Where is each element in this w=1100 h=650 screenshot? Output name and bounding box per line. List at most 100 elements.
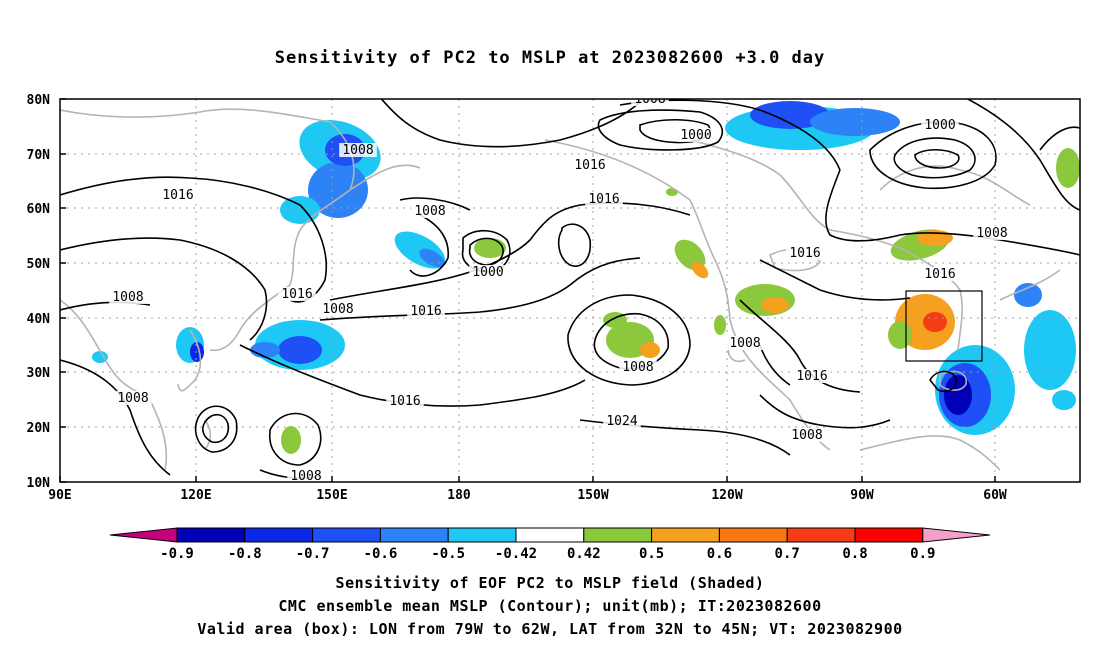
colorbar-tick-label: 0.7: [775, 546, 800, 562]
contour-label: 1016: [796, 369, 827, 384]
contour-label: 1016: [410, 304, 441, 319]
lon-label: 120W: [711, 488, 742, 503]
lat-label: 80N: [27, 93, 51, 108]
shading-blob: [1052, 390, 1076, 410]
shading-blob: [761, 297, 789, 313]
coastline: [689, 139, 963, 351]
mslp-contour: [567, 294, 691, 386]
colorbar-min-triangle: [109, 527, 178, 543]
map-title: Sensitivity of PC2 to MSLP at 2023082600…: [274, 48, 826, 68]
contour-label: 1016: [588, 192, 619, 207]
lon-label: 150E: [316, 488, 347, 503]
mslp-contour: [461, 229, 511, 273]
contour-label: 1016: [574, 158, 605, 173]
colorbar-tick-label: 0.42: [567, 546, 601, 562]
coastline: [939, 370, 967, 391]
shading-blob: [923, 312, 947, 332]
longitude-axis: 90E 120E 150E 180 150W 120W 90W 60W: [48, 476, 1007, 503]
mslp-contour: [1039, 126, 1080, 151]
colorbar-segment: [379, 527, 449, 543]
colorbar-tick-label: -0.9: [160, 546, 194, 562]
shading-blob: [278, 336, 322, 364]
lat-label: 60N: [27, 202, 51, 217]
colorbar-tick-label: -0.7: [296, 546, 330, 562]
contour-label: 1008: [290, 469, 321, 484]
mslp-contour: [468, 237, 504, 266]
shading-blob: [281, 426, 301, 454]
colorbar-tick-label: 0.5: [639, 546, 664, 562]
mslp-contour: [739, 299, 861, 393]
colorbar-segment: [854, 527, 924, 543]
coastline: [60, 299, 151, 401]
mslp-contour: [593, 313, 669, 370]
latitude-axis: 80N 70N 60N 50N 40N 30N 20N 10N: [27, 93, 66, 491]
mslp-contour: [409, 214, 449, 277]
coastline: [60, 108, 355, 352]
contour-label: 1008: [322, 302, 353, 317]
coastline: [879, 165, 1031, 206]
lat-label: 70N: [27, 148, 51, 163]
caption-shading: Sensitivity of EOF PC2 to MSLP field (Sh…: [335, 574, 765, 592]
valid-area-box: [905, 290, 983, 362]
shading-blob: [888, 321, 912, 349]
contour-label: 1016: [281, 287, 312, 302]
colorbar-tick-label: 0.9: [910, 546, 935, 562]
shading-blob: [250, 342, 280, 358]
lon-label: 90E: [48, 488, 71, 503]
colorbar-tick-label: -0.6: [364, 546, 398, 562]
lat-label: 30N: [27, 366, 51, 381]
contour-label: 1008: [622, 360, 653, 375]
shading-blob: [640, 342, 660, 358]
lat-label: 10N: [27, 476, 51, 491]
contour-label: 1008: [342, 143, 373, 158]
coastlines: [60, 108, 1061, 471]
colorbar-segment: [176, 527, 246, 543]
shading-blob: [691, 261, 709, 279]
contour-label: 1008: [791, 428, 822, 443]
mslp-contours: [60, 99, 1080, 479]
contour-label: 1016: [162, 188, 193, 203]
colorbar-tick-label: 0.8: [842, 546, 867, 562]
mslp-contour: [825, 169, 1080, 256]
mslp-contour: [194, 405, 238, 453]
colorbar-tick-label: 0.6: [707, 546, 732, 562]
mslp-contour: [929, 370, 958, 393]
colorbar-tick-label: -0.42: [495, 546, 537, 562]
shading-blob: [810, 108, 900, 136]
mslp-contour: [893, 137, 976, 179]
lat-label: 40N: [27, 312, 51, 327]
map-frame: [59, 98, 1081, 483]
contour-label: 1008: [112, 290, 143, 305]
mslp-contour: [914, 148, 960, 169]
mslp-contour: [966, 99, 1080, 211]
shading-blob: [714, 315, 726, 335]
lon-label: 90W: [850, 488, 874, 503]
colorbar: -0.9 -0.8 -0.7 -0.6 -0.5 -0.42 0.42 0.5 0.6 0.7 0.…: [109, 527, 991, 562]
coastline: [544, 139, 831, 451]
colorbar-segment: [447, 527, 517, 543]
contour-label: 1008: [117, 391, 148, 406]
caption-valid-area: Valid area (box): LON from 79W to 62W, L…: [197, 620, 903, 638]
shading-blob: [1014, 283, 1042, 307]
shading-blob: [92, 351, 108, 363]
coastline: [349, 164, 421, 191]
mslp-contour: [202, 413, 230, 444]
mslp-contour: [869, 120, 997, 190]
contour-label: 1008: [976, 226, 1007, 241]
caption-contour: CMC ensemble mean MSLP (Contour); unit(m…: [278, 597, 822, 615]
colorbar-tick-label: -0.5: [431, 546, 465, 562]
shading-blob: [474, 238, 506, 258]
colorbar-segment: [312, 527, 381, 543]
shading-blob: [1024, 310, 1076, 390]
colorbar-segment: [515, 527, 585, 543]
shading-blob: [280, 196, 320, 224]
mslp-contour: [759, 344, 791, 386]
coastline: [999, 269, 1061, 301]
mslp-contour: [399, 197, 471, 211]
contour-label: 1000: [924, 118, 955, 133]
lon-label: 150W: [577, 488, 608, 503]
lat-label: 50N: [27, 257, 51, 272]
mslp-contour: [269, 412, 322, 466]
coastline: [204, 419, 212, 449]
